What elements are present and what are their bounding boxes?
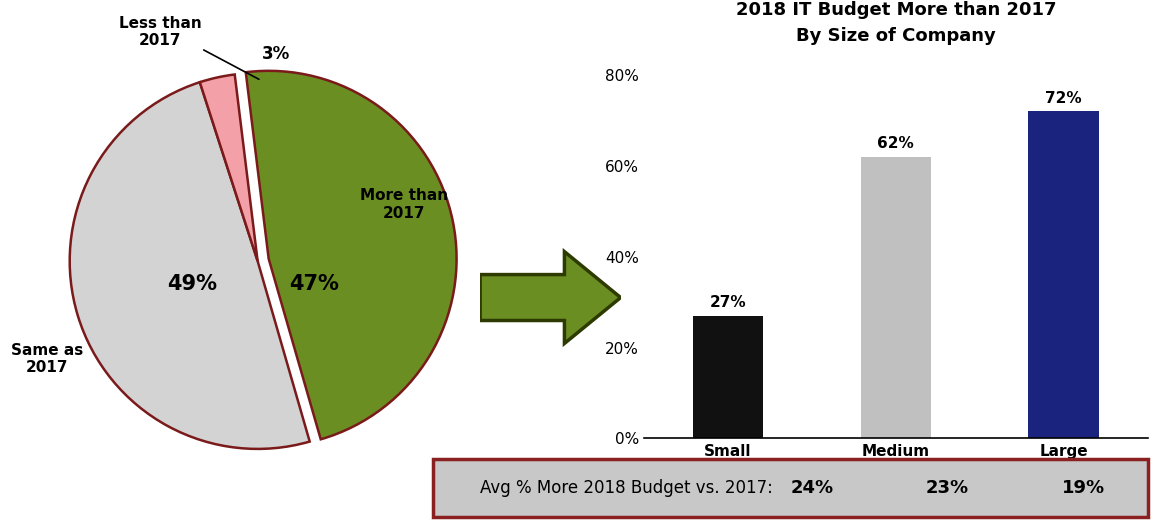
Wedge shape — [70, 82, 309, 449]
Wedge shape — [200, 75, 258, 261]
Bar — [693, 316, 763, 438]
Text: 72%: 72% — [1046, 91, 1082, 106]
Text: More than
2017: More than 2017 — [361, 188, 448, 221]
Text: 47%: 47% — [289, 274, 338, 293]
Text: 24%: 24% — [790, 479, 834, 497]
Text: 3%: 3% — [262, 45, 290, 63]
Title: 2018 IT Budget More than 2017
By Size of Company: 2018 IT Budget More than 2017 By Size of… — [735, 1, 1056, 45]
Text: Avg % More 2018 Budget vs. 2017:: Avg % More 2018 Budget vs. 2017: — [480, 479, 773, 497]
FancyBboxPatch shape — [433, 459, 1148, 517]
Text: 62%: 62% — [877, 136, 915, 151]
Wedge shape — [246, 71, 457, 440]
Text: 19%: 19% — [1062, 479, 1105, 497]
Text: 23%: 23% — [926, 479, 970, 497]
Bar — [861, 157, 931, 438]
Text: Same as
2017: Same as 2017 — [11, 342, 83, 375]
Text: Less than
2017: Less than 2017 — [118, 16, 201, 48]
Text: 49%: 49% — [166, 274, 217, 293]
Text: 27%: 27% — [710, 295, 746, 310]
Bar — [1028, 111, 1098, 438]
Polygon shape — [480, 252, 621, 343]
